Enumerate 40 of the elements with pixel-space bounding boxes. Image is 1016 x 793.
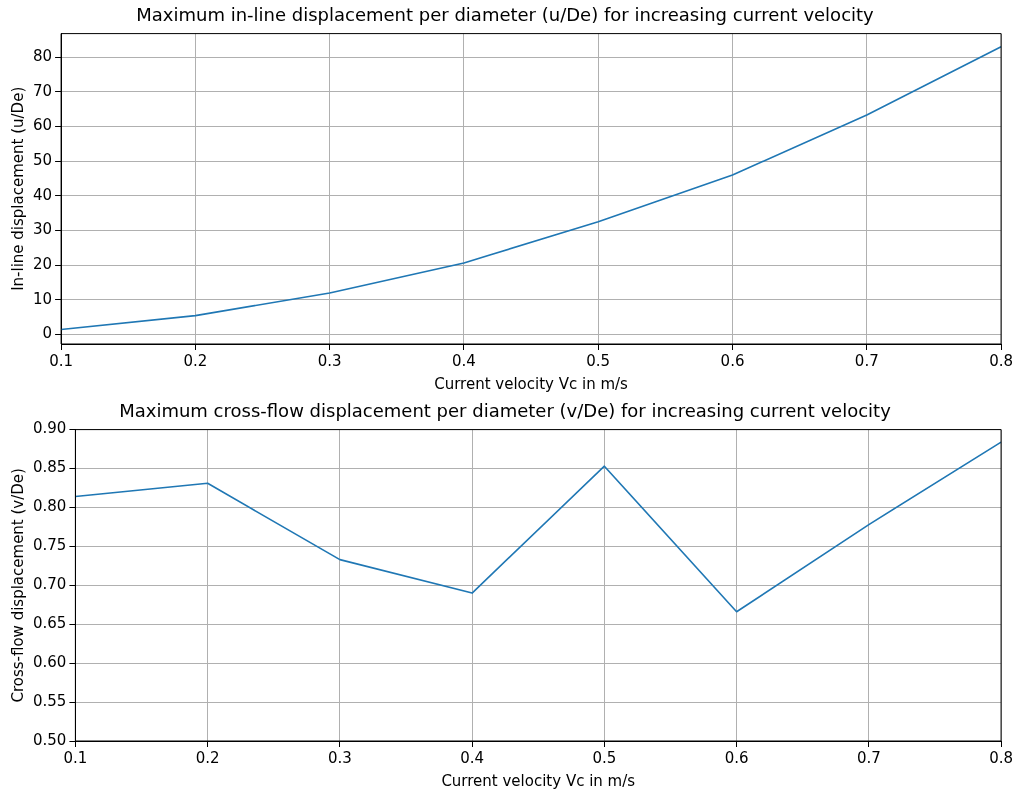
y-tick-label: 20	[32, 254, 53, 273]
y-tick-label: 0.80	[32, 497, 67, 516]
x-tick-label: 0.4	[460, 748, 485, 767]
x-tick-label: 0.2	[195, 748, 220, 767]
y-tick-label: 0.60	[32, 653, 67, 672]
y-tick-label: 60	[32, 116, 53, 135]
y-tick-label: 30	[32, 220, 53, 239]
chart-title: Maximum cross-flow displacement per diameter (v/De) for increasing current velocity	[119, 400, 892, 422]
x-tick-label: 0.8	[989, 748, 1013, 767]
y-tick-label: 0	[42, 324, 53, 343]
y-tick-label: 40	[32, 185, 53, 204]
x-tick-label: 0.2	[183, 351, 208, 370]
y-tick-label: 80	[32, 47, 53, 66]
x-tick-label: 0.1	[63, 748, 88, 767]
x-tick-label: 0.8	[989, 351, 1013, 370]
x-axis-title: Current velocity Vc in m/s	[434, 374, 629, 393]
y-axis-title: Cross-flow displacement (v/De)	[8, 468, 27, 703]
y-tick-label: 0.50	[32, 730, 67, 749]
y-tick-label: 0.75	[32, 536, 67, 555]
x-tick-label: 0.1	[49, 351, 74, 370]
y-tick-label: 50	[32, 150, 53, 169]
x-tick-label: 0.7	[856, 748, 881, 767]
x-tick-label: 0.6	[720, 351, 745, 370]
x-tick-label: 0.6	[724, 748, 749, 767]
y-tick-label: 0.90	[32, 419, 67, 438]
x-tick-label: 0.3	[327, 748, 352, 767]
x-tick-label: 0.7	[854, 351, 879, 370]
x-tick-label: 0.5	[592, 748, 617, 767]
y-tick-label: 70	[32, 81, 53, 100]
y-tick-label: 0.65	[32, 614, 67, 633]
x-tick-label: 0.4	[452, 351, 476, 370]
chart-title: Maximum in-line displacement per diameter (u/De) for increasing current velocity	[136, 4, 875, 26]
y-axis-title: In-line displacement (u/De)	[8, 86, 27, 291]
y-tick-label: 10	[32, 289, 53, 308]
y-tick-label: 0.85	[32, 458, 67, 477]
x-tick-label: 0.5	[586, 351, 611, 370]
x-axis-title: Current velocity Vc in m/s	[441, 771, 636, 790]
x-tick-label: 0.3	[317, 351, 342, 370]
y-tick-label: 0.70	[32, 575, 67, 594]
y-tick-label: 0.55	[32, 691, 67, 710]
